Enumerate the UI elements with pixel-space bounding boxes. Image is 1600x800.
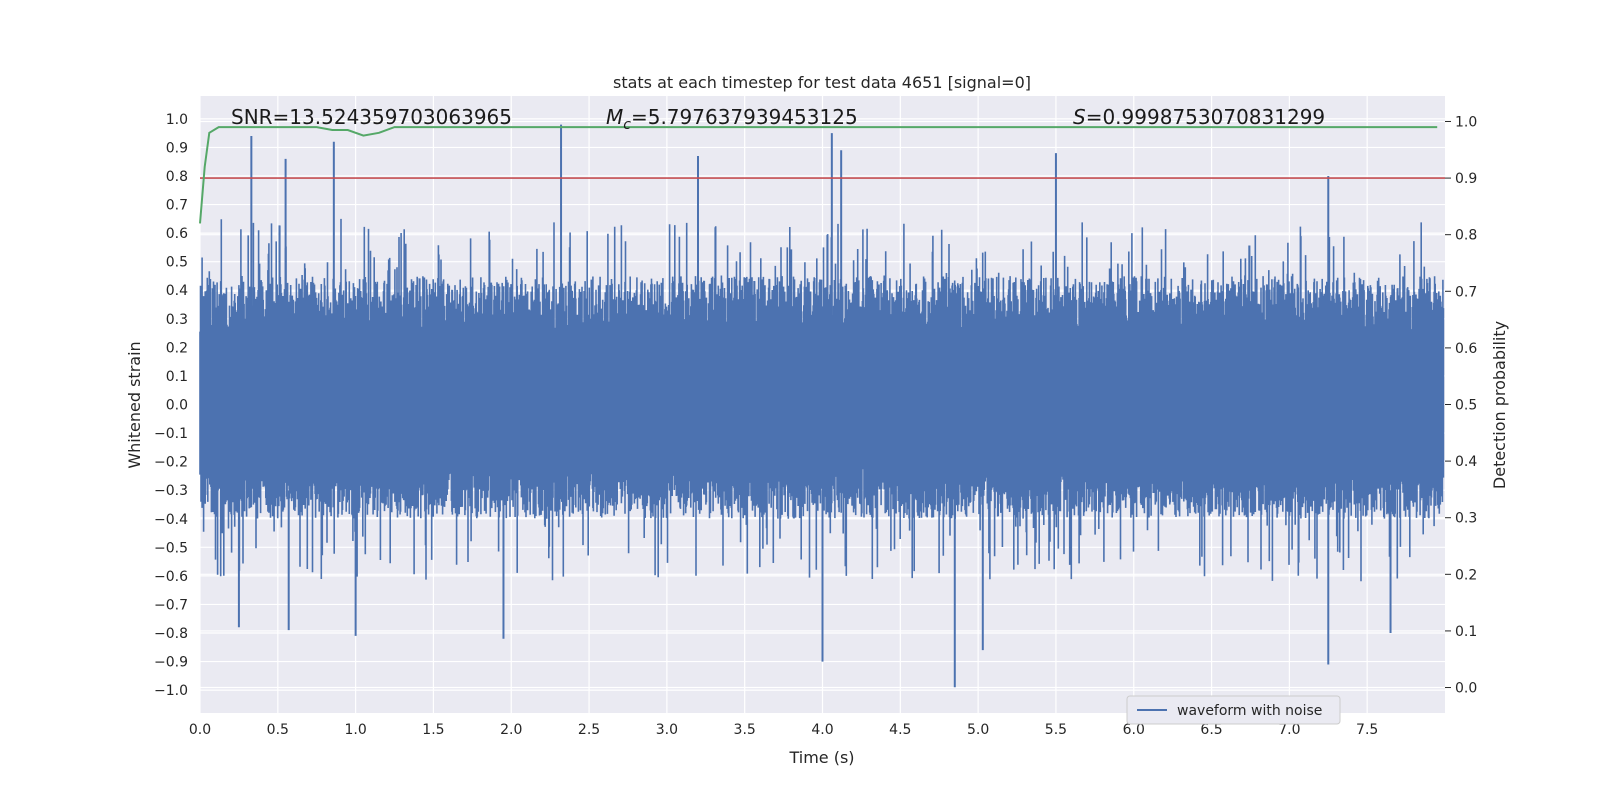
s-annotation: S=0.9998753070831299 [1073,105,1325,129]
x-tick-label: 7.0 [1278,722,1300,738]
y-tick-label: 0.1 [166,369,188,385]
y2-tick-label: 0.3 [1455,511,1477,527]
x-tick-label: 6.5 [1200,722,1222,738]
x-tick-label: 0.0 [189,722,211,738]
x-tick-label: 7.5 [1356,722,1378,738]
y-tick-label: −0.7 [154,597,188,613]
y-tick-label: 0.0 [166,398,188,414]
x-tick-label: 2.0 [500,722,522,738]
chart-title: stats at each timestep for test data 465… [613,73,1031,92]
chirp-mass-symbol: M [606,105,623,129]
x-tick-label: 5.5 [1045,722,1067,738]
waveform-series [199,124,1445,688]
detection-probability-line [199,126,1438,224]
x-tick-label: 1.5 [422,722,444,738]
y2-tick-label: 1.0 [1455,114,1477,130]
chirp-mass-annotation: Mc=5.797637939453125 [606,105,858,133]
y-axis-ticks: 1.0 0.9 0.8 0.7 0.6 0.5 0.4 0.3 0.2 0.1 0.0 −0.1 −0.… [154,112,188,699]
y2-tick-label: 0.4 [1455,454,1477,470]
y-tick-label: 0.8 [166,169,188,185]
x-tick-label: 5.0 [967,722,989,738]
x-tick-label: 0.5 [267,722,289,738]
y-tick-label: 0.6 [166,226,188,242]
s-value: =0.9998753070831299 [1086,105,1325,129]
legend: waveform with noise [1126,695,1341,725]
x-tick-label: 4.0 [811,722,833,738]
legend-box [1126,695,1341,725]
y2-tick-label: 0.1 [1455,624,1477,640]
y2-tick-label: 0.5 [1455,398,1477,414]
x-tick-label: 6.0 [1123,722,1145,738]
y-tick-label: 0.5 [166,255,188,271]
y-tick-label: −0.9 [154,655,188,671]
x-tick-label: 4.5 [889,722,911,738]
s-symbol: S [1073,105,1086,129]
y-tick-label: 0.4 [166,283,188,299]
x-tick-label: 3.0 [656,722,678,738]
y-tick-label: −0.2 [154,455,188,471]
y2-tick-label: 0.0 [1455,681,1477,697]
chirp-mass-subscript: c [623,117,631,133]
y-tick-label: −0.4 [154,512,188,528]
y-tick-label: −0.8 [154,626,188,642]
y-tick-label: −1.0 [154,683,188,699]
y2-axis-ticks: 1.0 0.9 0.8 0.7 0.6 0.5 0.4 0.3 0.2 0.1 0.0 [1445,114,1477,697]
x-tick-label: 2.5 [578,722,600,738]
x-tick-label: 1.0 [344,722,366,738]
y-axis-label: Whitened strain [125,341,144,468]
y-tick-label: 0.2 [166,340,188,356]
chirp-mass-value: =5.797637939453125 [631,105,858,129]
y2-tick-label: 0.8 [1455,228,1477,244]
y-tick-label: −0.6 [154,569,188,585]
y2-axis-label: Detection probability [1490,321,1509,489]
x-axis-ticks: 0.0 0.5 1.0 1.5 2.0 2.5 3.0 3.5 4.0 4.5 5.0 5.5 6.0 6… [189,722,1378,738]
y2-tick-label: 0.9 [1455,171,1477,187]
y-tick-label: −0.1 [154,426,188,442]
snr-annotation: SNR=13.524359703063965 [231,105,512,129]
y2-tick-label: 0.6 [1455,341,1477,357]
y-tick-label: 0.3 [166,312,188,328]
y2-tick-label: 0.2 [1455,567,1477,583]
legend-label-waveform: waveform with noise [1177,703,1322,719]
y-tick-label: −0.5 [154,540,188,556]
y-tick-label: 0.9 [166,140,188,156]
waveform-core-band [200,355,1444,454]
y-tick-label: −0.3 [154,483,188,499]
y-tick-label: 1.0 [166,112,188,128]
x-axis-label: Time (s) [788,748,854,767]
y2-tick-label: 0.7 [1455,284,1477,300]
x-tick-label: 3.5 [734,722,756,738]
y-tick-label: 0.7 [166,198,188,214]
